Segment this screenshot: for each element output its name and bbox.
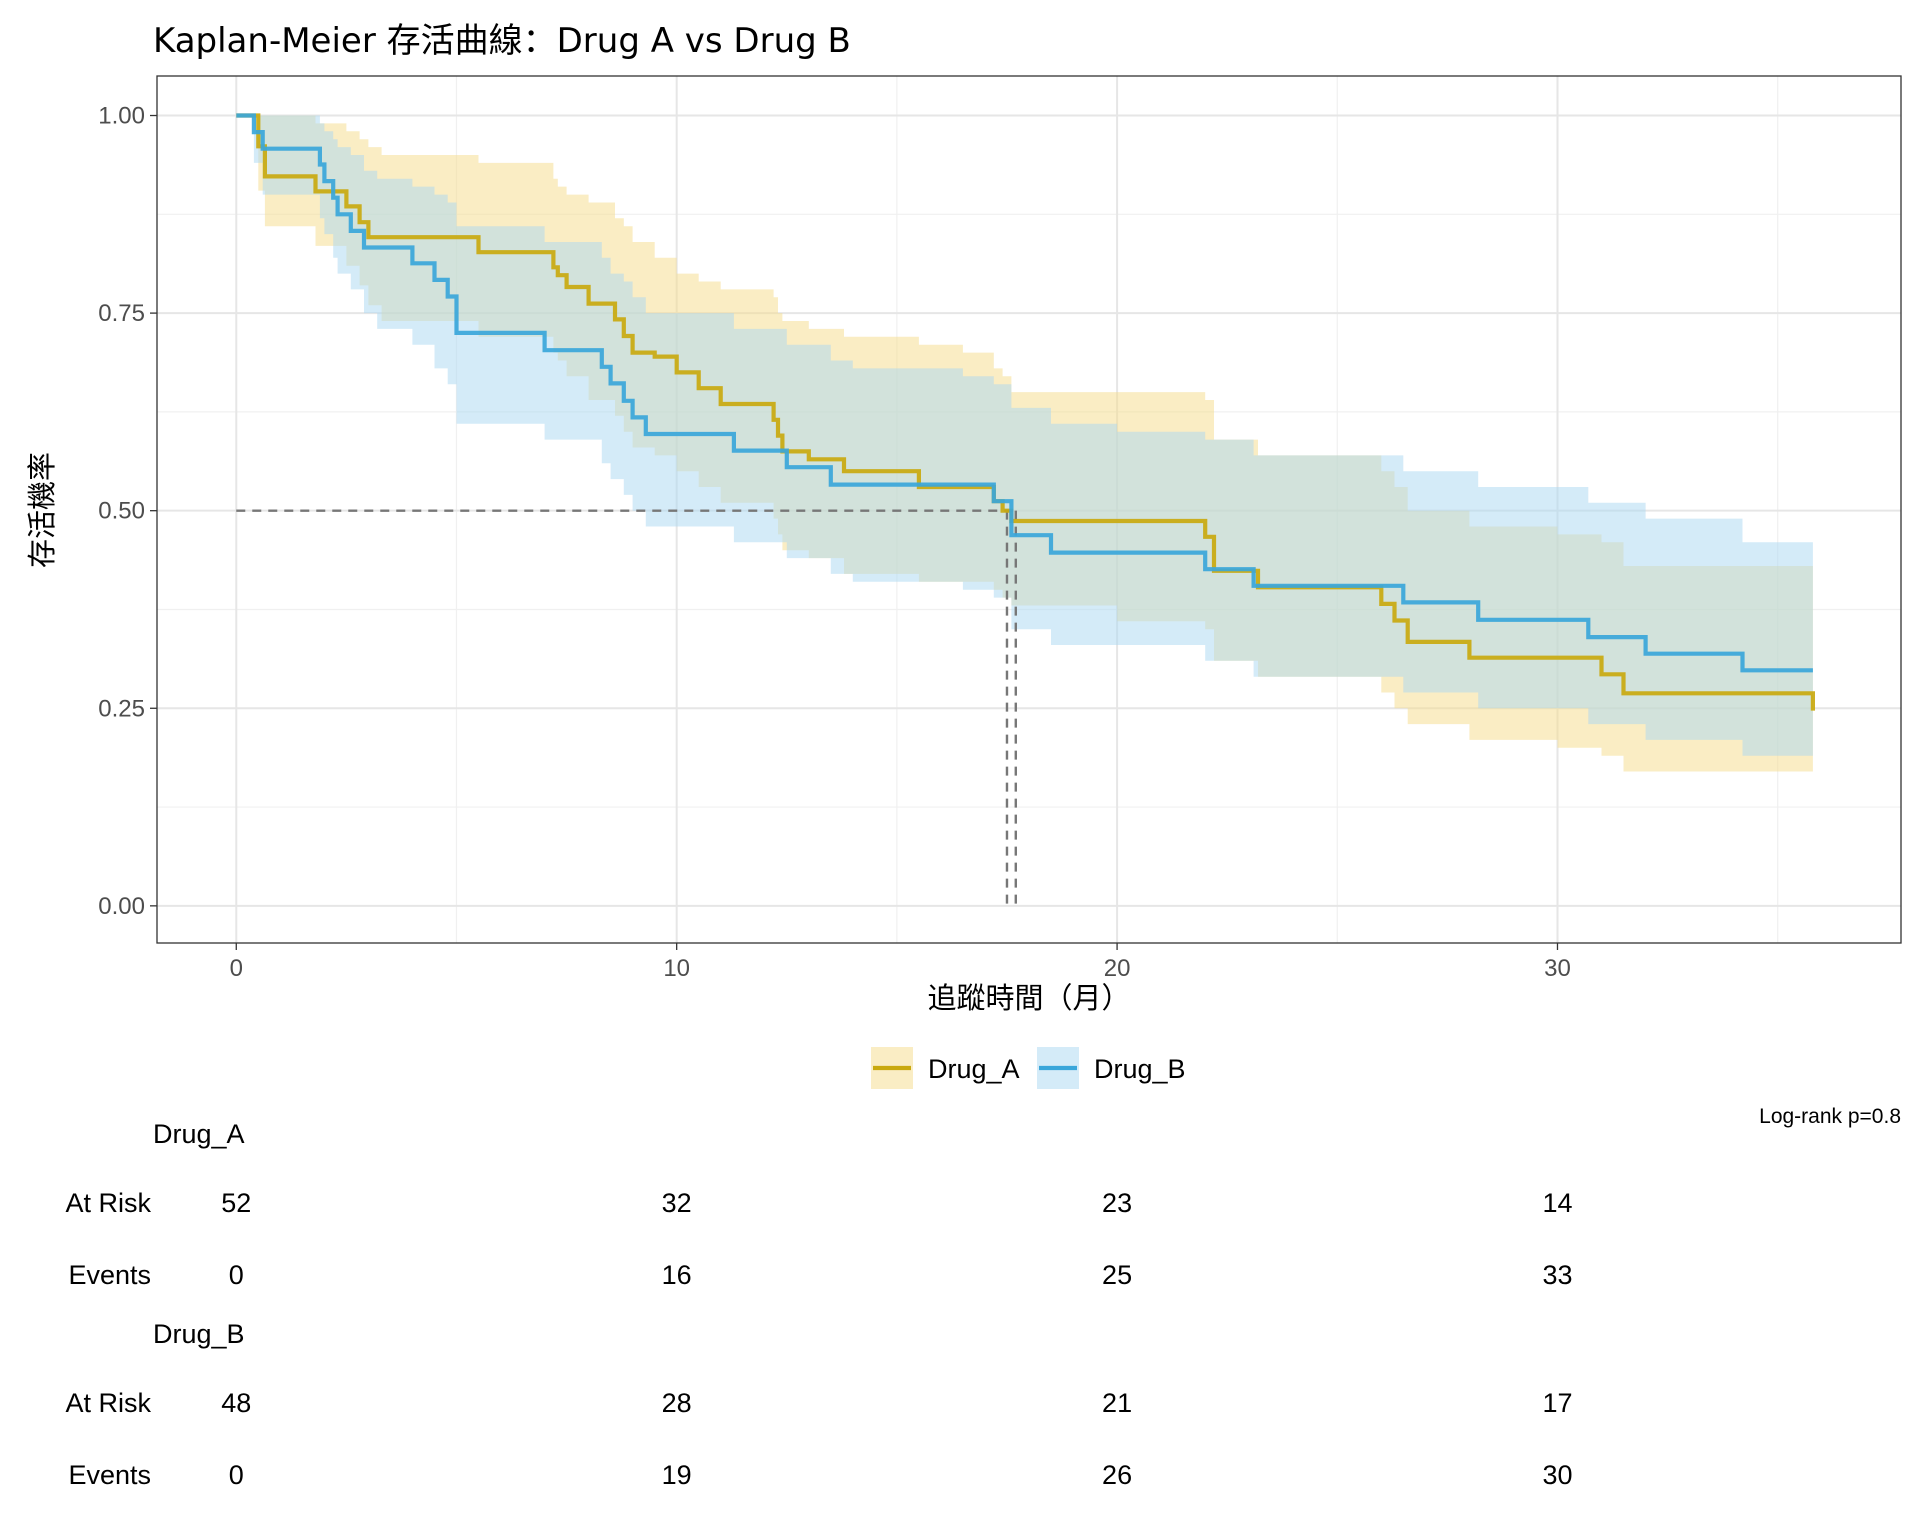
- risk-table: Drug_A At Risk Events 52 0 32 16 23 25 14 33 Drug_B…: [65, 1119, 1572, 1490]
- plot-border: [156, 75, 1902, 944]
- risk-table-at-risk-value: 17: [1542, 1388, 1572, 1418]
- y-tick-label: 0.25: [98, 695, 145, 722]
- confidence-bands: [236, 115, 1813, 788]
- risk-table-at-risk-value: 23: [1102, 1188, 1132, 1218]
- risk-table-events-value: 33: [1542, 1260, 1572, 1290]
- risk-table-group-label: Drug_A: [153, 1119, 245, 1149]
- legend: Drug_A Drug_B: [871, 1047, 1186, 1089]
- survival-line-drug-a: [236, 113, 1815, 711]
- axis-ticks: 0 10 20 30 0.00 0.25 0.50 0.75 1.00: [98, 103, 1571, 982]
- risk-table-events-value: 0: [229, 1460, 244, 1490]
- risk-table-row-label: Events: [68, 1460, 151, 1490]
- risk-table-events-value: 26: [1102, 1460, 1132, 1490]
- x-tick-label: 20: [1104, 955, 1131, 982]
- x-tick-label: 30: [1544, 955, 1571, 982]
- risk-table-events-value: 0: [229, 1260, 244, 1290]
- median-lines: [236, 509, 1017, 906]
- risk-table-at-risk-value: 52: [221, 1188, 251, 1218]
- risk-table-row-label: Events: [68, 1260, 151, 1290]
- ci-band-drug-b: [236, 115, 1813, 756]
- y-tick-label: 0.75: [98, 300, 145, 327]
- legend-label: Drug_B: [1094, 1054, 1186, 1084]
- risk-table-events-value: 30: [1542, 1460, 1572, 1490]
- legend-label: Drug_A: [928, 1054, 1020, 1084]
- risk-table-at-risk-value: 14: [1542, 1188, 1572, 1218]
- survival-curves: [236, 113, 1815, 711]
- y-axis-title: 存活機率: [25, 452, 59, 568]
- y-tick-label: 0.00: [98, 893, 145, 920]
- survival-line-drug-b: [236, 113, 1813, 673]
- risk-table-group-label: Drug_B: [153, 1319, 245, 1349]
- risk-table-events-value: 25: [1102, 1260, 1132, 1290]
- risk-table-row-label: At Risk: [65, 1188, 151, 1218]
- risk-table-at-risk-value: 48: [221, 1388, 251, 1418]
- x-axis-title: 追蹤時間（月）: [927, 981, 1130, 1015]
- y-tick-label: 0.50: [98, 498, 145, 525]
- risk-table-at-risk-value: 21: [1102, 1388, 1132, 1418]
- x-tick-label: 10: [663, 955, 690, 982]
- risk-table-at-risk-value: 28: [662, 1388, 692, 1418]
- y-tick-label: 1.00: [98, 103, 145, 130]
- risk-table-at-risk-value: 32: [662, 1188, 692, 1218]
- risk-table-row-label: At Risk: [65, 1388, 151, 1418]
- risk-table-events-value: 16: [662, 1260, 692, 1290]
- chart-title: Kaplan-Meier 存活曲線：Drug A vs Drug B: [153, 21, 851, 61]
- risk-table-events-value: 19: [662, 1460, 692, 1490]
- x-tick-label: 0: [230, 955, 243, 982]
- p-value-text: Log-rank p=0.8: [1759, 1105, 1901, 1128]
